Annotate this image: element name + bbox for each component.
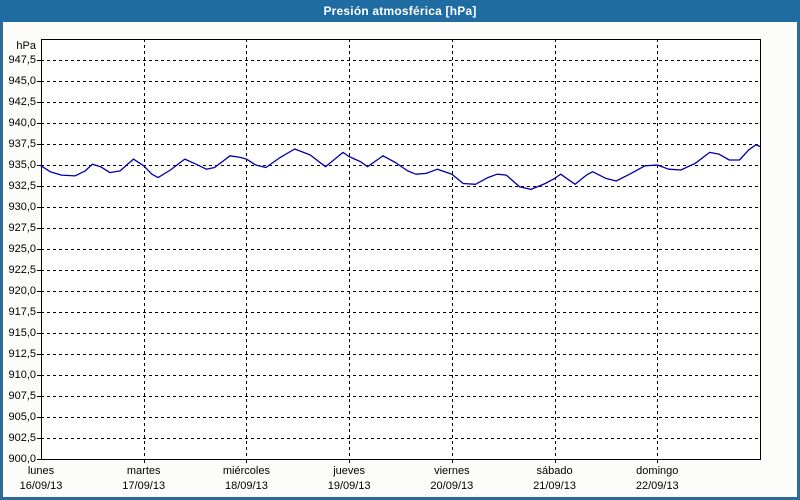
- x-day-label: sábado: [536, 465, 573, 477]
- x-date-label: 19/09/13: [327, 480, 371, 492]
- y-tick-label: 900,0: [8, 453, 36, 465]
- y-tick-label: 902,5: [8, 432, 36, 444]
- x-day-label: miércoles: [222, 465, 270, 477]
- window-border-left: [0, 22, 3, 500]
- y-tick-label: 932,5: [8, 180, 36, 192]
- x-day-label: viernes: [434, 465, 470, 477]
- y-tick-label: 930,0: [8, 201, 36, 213]
- window-titlebar: Presión atmosférica [hPa]: [0, 0, 800, 22]
- window-border-right: [797, 22, 800, 500]
- y-tick-label: 940,0: [8, 117, 36, 129]
- y-tick-label: 907,5: [8, 390, 36, 402]
- x-date-label: 17/09/13: [122, 480, 166, 492]
- y-tick-label: 947,5: [8, 54, 36, 66]
- y-axis-unit-label: hPa: [16, 40, 36, 52]
- x-day-label: domingo: [636, 465, 679, 477]
- window-border-bottom: [0, 497, 800, 500]
- x-date-label: 21/09/13: [533, 480, 576, 492]
- y-tick-label: 915,0: [8, 327, 36, 339]
- x-day-label: lunes: [27, 465, 55, 477]
- y-tick-label: 942,5: [8, 96, 36, 108]
- y-tick-label: 920,0: [8, 285, 36, 297]
- x-day-label: martes: [126, 465, 161, 477]
- y-tick-label: 935,0: [8, 159, 36, 171]
- y-tick-label: 912,5: [8, 348, 36, 360]
- y-tick-label: 922,5: [8, 264, 36, 276]
- x-date-label: 20/09/13: [430, 480, 474, 492]
- x-date-label: 18/09/13: [225, 480, 268, 492]
- x-date-label: 22/09/13: [635, 480, 679, 492]
- y-tick-label: 905,0: [8, 411, 36, 423]
- y-tick-label: 927,5: [8, 222, 36, 234]
- y-tick-label: 917,5: [8, 306, 36, 318]
- y-tick-label: 945,0: [8, 75, 36, 87]
- y-tick-label: 910,0: [8, 369, 36, 381]
- x-day-label: jueves: [333, 465, 366, 477]
- x-date-label: 16/09/13: [19, 480, 63, 492]
- y-tick-label: 937,5: [8, 138, 36, 150]
- y-tick-label: 925,0: [8, 243, 36, 255]
- window-title: Presión atmosférica [hPa]: [323, 4, 477, 18]
